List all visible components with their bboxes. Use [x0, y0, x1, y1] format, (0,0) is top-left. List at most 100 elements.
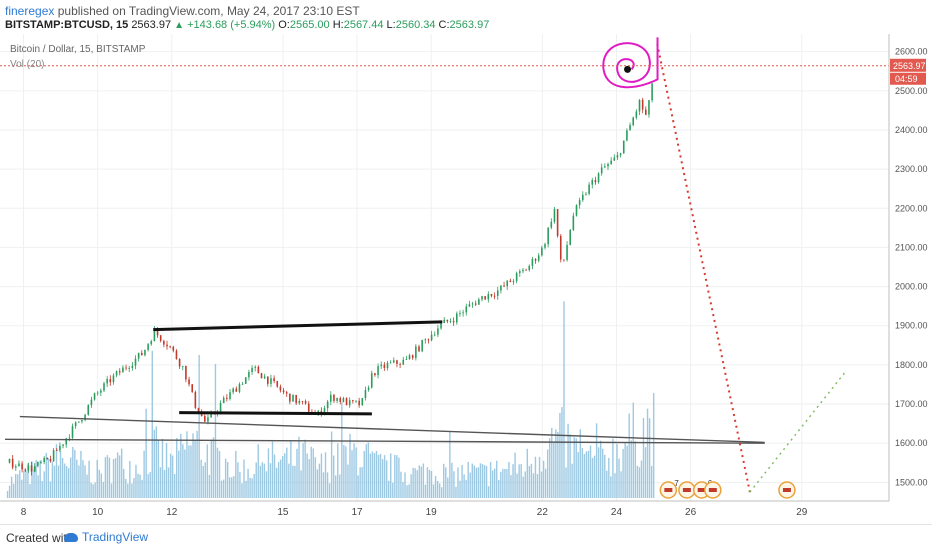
volume-bar [555, 429, 557, 498]
candle-body [474, 303, 477, 305]
candle-body [629, 125, 631, 131]
candle-body [163, 340, 165, 345]
candle-body [361, 398, 364, 406]
vol-legend: Vol (20) [10, 59, 44, 70]
l-label: L: [386, 19, 396, 31]
volume-bar [226, 461, 229, 498]
candle-body [210, 412, 212, 418]
volume-bar [371, 451, 374, 498]
volume-bar [579, 429, 581, 498]
candle-body [591, 180, 594, 185]
candle-body [30, 465, 33, 472]
volume-bar [233, 476, 235, 498]
drawings [4, 37, 847, 493]
volume-bar [178, 450, 180, 498]
volume-bar [536, 474, 539, 498]
candle-body [84, 414, 86, 421]
last-price: 2563.97 [131, 19, 172, 31]
volume-bar [326, 472, 329, 498]
candle-body [112, 375, 115, 383]
candle-body [465, 306, 468, 313]
volume-bar [74, 449, 76, 498]
volume-bar [143, 450, 145, 498]
volume-bar [620, 471, 622, 498]
time-axis[interactable]: 8 10 12 15 17 19 22 24 26 29 [0, 500, 889, 518]
volume-bar [298, 436, 300, 498]
candle-body [550, 221, 553, 228]
candle-body [141, 352, 143, 356]
volume-bar [135, 464, 137, 498]
volume-bar [530, 463, 533, 498]
volume-bar [406, 485, 408, 498]
volume-bar [451, 462, 453, 498]
candle-body [433, 334, 436, 336]
volume-bar [59, 451, 62, 498]
volume-bar [72, 446, 74, 498]
candle-body [125, 367, 127, 369]
volume-bar [208, 474, 211, 498]
volume-bar [416, 470, 418, 498]
volume-bar [522, 476, 524, 498]
volume-bar [595, 423, 598, 498]
volume-bar [544, 468, 547, 498]
candle-body [128, 368, 131, 369]
volume-bar [110, 483, 113, 498]
volume-bar [385, 460, 388, 498]
volume-bar [15, 473, 17, 498]
price-chart[interactable]: 76 1500.00 1600.00 1700.00 1800.00 1900.00 20… [0, 34, 932, 524]
price-axis[interactable]: 1500.00 1600.00 1700.00 1800.00 1900.00 2000.… [888, 34, 932, 523]
volume-bar [100, 473, 103, 498]
volume-bar [551, 427, 553, 498]
volume-bar [373, 453, 376, 498]
header-bar: fineregex published on TradingView.com, … [0, 0, 932, 34]
volume-bar [628, 413, 630, 498]
volume-bar [194, 440, 196, 498]
volume-bar [638, 467, 641, 498]
candle-body [588, 184, 590, 194]
volume-bar [108, 457, 111, 498]
volume-bar [216, 447, 219, 498]
volume-bar [504, 468, 506, 498]
candle-body [424, 339, 427, 341]
tradingview-logo[interactable]: TradingView [64, 530, 148, 544]
volume-bar [47, 458, 50, 498]
volume-bar [123, 468, 125, 498]
volume-bar [243, 459, 245, 498]
spiral-center-dot [624, 65, 632, 73]
volume-bar [475, 467, 478, 498]
volume-bar [43, 471, 45, 498]
volume-bar [491, 470, 494, 498]
c-value: 2563.97 [449, 19, 490, 31]
c-label: C: [438, 19, 450, 31]
symbol-label: BITSTAMP:BTCUSD, 15 [5, 19, 129, 31]
author-link[interactable]: fineregex [5, 4, 55, 18]
x-tick-label: 24 [611, 507, 623, 518]
candle-body [156, 329, 159, 336]
volume-bar [214, 364, 217, 498]
candle-body [147, 344, 149, 350]
volume-bar [528, 465, 531, 498]
candle-body [172, 346, 175, 351]
volume-bar [318, 463, 321, 498]
volume-bar [220, 480, 223, 498]
volume-bar [125, 478, 127, 498]
volume-bar [155, 426, 158, 498]
volume-bar [381, 459, 384, 498]
volume-bar [546, 449, 549, 498]
volume-bar [171, 455, 174, 498]
volume-bar [351, 450, 353, 498]
candle-body [626, 130, 628, 141]
volume-bar [141, 479, 143, 498]
candle-body [572, 215, 575, 230]
y-tick-label: 1600.00 [895, 438, 928, 448]
volume-bar [165, 443, 168, 498]
volume-bar [622, 448, 624, 498]
candle-body [594, 180, 597, 183]
candle-body [525, 269, 527, 271]
volume-bar [589, 445, 592, 498]
h-label: H: [332, 19, 344, 31]
candle-body [134, 358, 137, 366]
candle-body [200, 413, 203, 417]
volume-bar [359, 467, 361, 498]
volume-bar [186, 431, 188, 498]
